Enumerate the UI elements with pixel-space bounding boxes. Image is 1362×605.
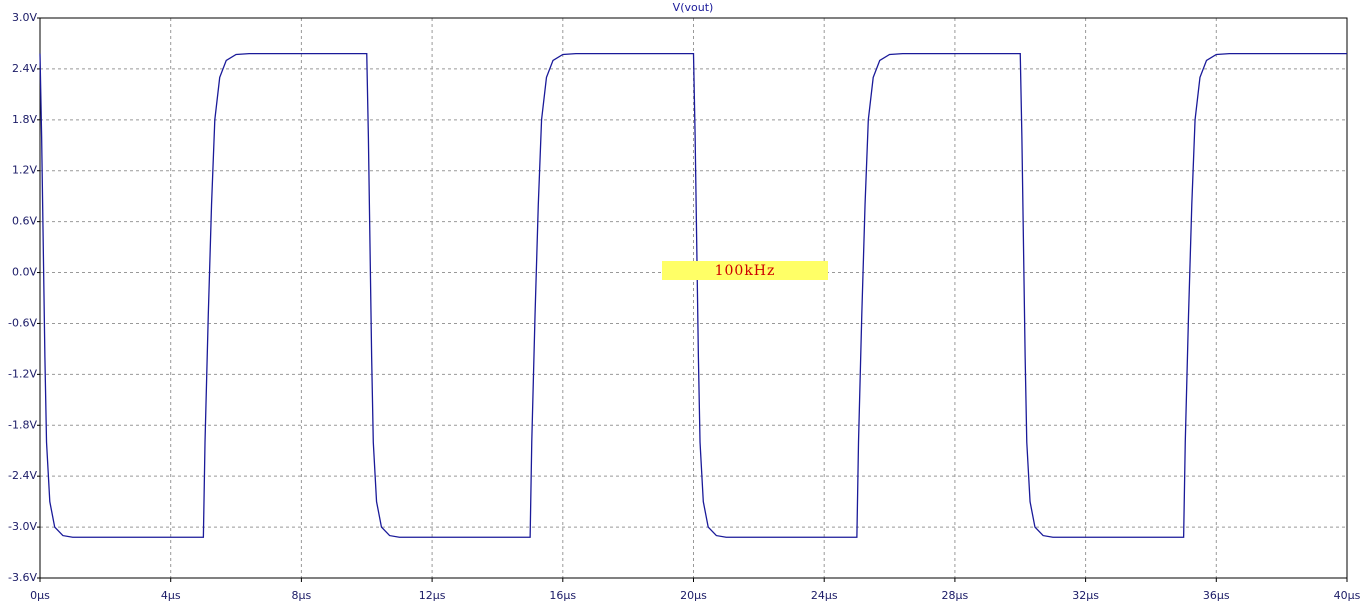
x-tick-label: 40µs (1334, 589, 1361, 602)
y-tick-label: -0.6V (8, 316, 37, 329)
y-tick-label: 1.2V (12, 164, 37, 177)
line-series (39, 52, 1347, 538)
y-tick-label: 1.8V (12, 113, 37, 126)
x-tick-label: 12µs (419, 589, 446, 602)
annotation: 100kHz (715, 263, 776, 279)
x-tick-label: 16µs (549, 589, 576, 602)
y-tick-label: -3.6V (8, 571, 37, 584)
x-tick-label: 36µs (1203, 589, 1230, 602)
x-tick-label: 28µs (942, 589, 969, 602)
y-tick-label: -3.0V (8, 520, 37, 533)
y-tick-label: -2.4V (8, 469, 37, 482)
y-tick-label: -1.2V (8, 367, 37, 380)
y-tick-label: 3.0V (12, 11, 37, 24)
x-tick-label: 4µs (161, 589, 181, 602)
x-tick-label: 32µs (1072, 589, 1099, 602)
plot-frame (39, 17, 1348, 579)
x-tick-label: 8µs (292, 589, 312, 602)
y-tick-label: 0.0V (12, 266, 37, 279)
y-tick-label: 2.4V (12, 62, 37, 75)
x-tick-label: 0µs (30, 589, 50, 602)
y-tick-label: 0.6V (12, 215, 37, 228)
annotation-box (662, 261, 828, 280)
x-tick-label: 24µs (811, 589, 838, 602)
series-title: V(vout) (673, 1, 714, 14)
y-tick-label: -1.8V (8, 418, 37, 431)
x-tick-label: 20µs (680, 589, 707, 602)
